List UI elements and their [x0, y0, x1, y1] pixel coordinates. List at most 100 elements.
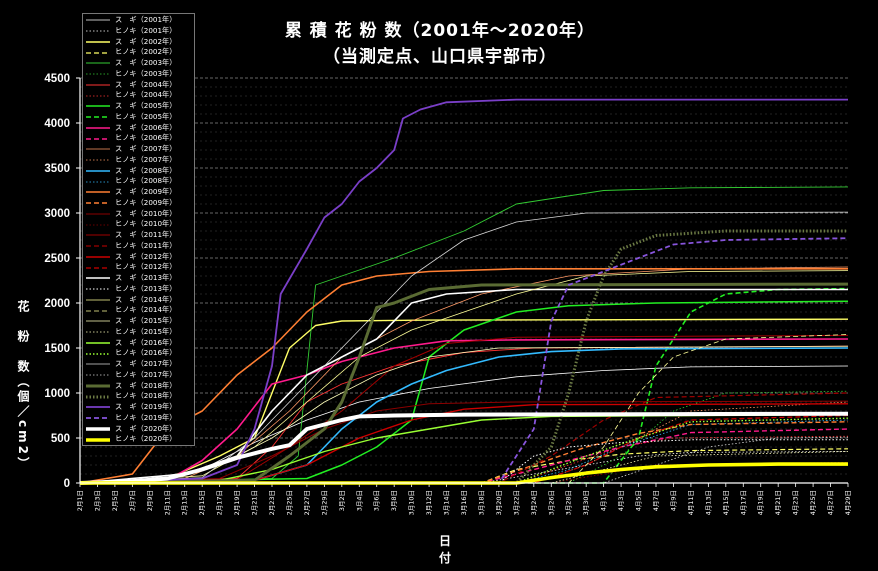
- legend-item: ス ギ（2009年）: [85, 187, 194, 198]
- y-tick-label: 3500: [44, 163, 70, 175]
- legend-item: ヒノキ（2009年）: [85, 198, 194, 209]
- x-tick-label: 2月25日: [285, 490, 293, 515]
- legend-item: ス ギ（2019年）: [85, 402, 194, 413]
- legend-label: ス ギ（2014年）: [115, 294, 177, 304]
- y-tick-label: 4500: [44, 73, 70, 85]
- legend-item: ス ギ（2005年）: [85, 101, 194, 112]
- legend-swatch: [86, 374, 110, 376]
- series-lines: [79, 98, 849, 485]
- legend-label: ス ギ（2004年）: [115, 79, 177, 89]
- legend-item: ヒノキ（2005年）: [85, 112, 194, 123]
- series-line-7: [80, 435, 849, 484]
- series-line-32: [79, 211, 849, 484]
- y-tick-label: 500: [51, 433, 70, 445]
- legend-item: ヒノキ（2019年）: [85, 413, 194, 424]
- legend-swatch: [86, 148, 110, 150]
- x-tick-label: 3月18日: [477, 490, 485, 515]
- x-tick-label: 4月9日: [669, 490, 677, 511]
- x-tick-label: 2月3日: [93, 490, 101, 511]
- x-tick-label: 4月17日: [739, 490, 747, 515]
- legend-swatch: [86, 116, 110, 118]
- x-tick-label: 2月7日: [128, 490, 136, 511]
- x-tick-label: 3月28日: [565, 490, 573, 515]
- series-line-33: [80, 436, 849, 484]
- legend-label: ス ギ（2005年）: [115, 101, 177, 110]
- legend-item: ス ギ（2003年）: [85, 58, 194, 69]
- legend-swatch: [86, 181, 110, 183]
- legend-label: ヒノキ（2018年）: [115, 391, 177, 401]
- legend-item: ヒノキ（2008年）: [85, 176, 194, 187]
- plot-area: [80, 78, 848, 483]
- x-tick-label: 3月30日: [582, 490, 590, 515]
- legend-item: ヒノキ（2004年）: [85, 90, 194, 101]
- legend-item: ヒノキ（2015年）: [85, 327, 194, 338]
- legend-label: ヒノキ（2009年）: [115, 197, 177, 207]
- x-tick-labels: 2月1日 2月3日 2月5日 2月7日 2月9日 2月11日 2月13日 2月15日 2月17日…: [76, 483, 852, 515]
- legend-label: ス ギ（2011年）: [115, 230, 177, 239]
- legend-label: ス ギ（2007年）: [115, 144, 177, 153]
- legend-item: ヒノキ（2014年）: [85, 305, 194, 316]
- legend-label: ス ギ（2001年）: [115, 15, 177, 24]
- legend-item: ス ギ（2018年）: [85, 381, 194, 392]
- series-line-15: [80, 419, 849, 484]
- x-tick-label: 3月6日: [373, 490, 381, 511]
- x-tick-label: 2月29日: [320, 490, 328, 515]
- legend-swatch: [86, 267, 110, 269]
- legend-swatch: [86, 277, 110, 280]
- legend-swatch: [86, 105, 110, 108]
- x-tick-label: 4月25日: [809, 490, 817, 515]
- legend-swatch: [86, 234, 110, 236]
- legend: ス ギ（2001年） ヒノキ（2001年）ス ギ（2002年） ヒノキ（2002年）…: [82, 13, 195, 446]
- x-tick-label: 2月1日: [76, 490, 84, 511]
- legend-item: ス ギ（2002年）: [85, 37, 194, 48]
- x-tick-label: 3月16日: [460, 490, 468, 515]
- legend-swatch: [86, 95, 110, 97]
- legend-label: ヒノキ（2001年）: [115, 25, 177, 35]
- legend-label: ヒノキ（2011年）: [115, 240, 177, 250]
- legend-item: ス ギ（2004年）: [85, 80, 194, 91]
- legend-swatch: [86, 202, 110, 204]
- legend-item: ヒノキ（2007年）: [85, 155, 194, 166]
- x-tick-label: 4月7日: [652, 490, 660, 511]
- x-tick-label: 4月29日: [844, 490, 852, 515]
- series-line-20: [79, 334, 849, 484]
- x-tick-label: 4月1日: [600, 490, 608, 511]
- legend-swatch: [86, 127, 110, 129]
- x-tick-label: 2月11日: [163, 490, 171, 515]
- legend-item: ヒノキ（2012年）: [85, 262, 194, 273]
- legend-swatch: [86, 159, 110, 161]
- legend-swatch: [86, 299, 110, 301]
- legend-item: ヒノキ（2013年）: [85, 284, 194, 295]
- x-tick-label: 2月15日: [198, 490, 206, 515]
- legend-label: ヒノキ（2020年）: [115, 434, 177, 444]
- y-tick-label: 4000: [44, 118, 70, 130]
- y-tick-label: 0: [64, 478, 70, 490]
- legend-label: ヒノキ（2017年）: [115, 369, 177, 379]
- x-tick-label: 4月5日: [635, 490, 643, 511]
- x-tick-label: 4月11日: [687, 490, 695, 515]
- x-tick-label: 4月27日: [827, 490, 835, 515]
- legend-item: ス ギ（2017年）: [85, 359, 194, 370]
- series-line-39: [80, 462, 848, 485]
- x-tick-label: 2月27日: [303, 490, 311, 515]
- legend-label: ス ギ（2012年）: [115, 251, 177, 261]
- legend-label: ヒノキ（2014年）: [115, 305, 177, 315]
- legend-swatch: [86, 30, 110, 32]
- x-tick-label: 2月21日: [251, 490, 259, 515]
- x-tick-label: 3月20日: [495, 490, 503, 515]
- legend-label: ヒノキ（2005年）: [115, 111, 177, 121]
- x-tick-label: 4月13日: [704, 490, 712, 515]
- legend-item: ヒノキ（2018年）: [85, 391, 194, 402]
- legend-swatch: [86, 331, 110, 333]
- x-axis-label: 日 付: [438, 534, 484, 565]
- y-tick-label: 1000: [44, 388, 70, 400]
- legend-label: ス ギ（2013年）: [115, 273, 177, 282]
- chart-subtitle: （当測定点、山口県宇部市）: [323, 47, 557, 67]
- legend-swatch: [86, 384, 110, 388]
- x-tick-label: 3月12日: [425, 490, 433, 515]
- legend-item: ヒノキ（2001年）: [85, 26, 194, 37]
- x-tick-label: 4月3日: [617, 490, 625, 511]
- legend-label: ヒノキ（2003年）: [115, 68, 177, 78]
- legend-label: ス ギ（2017年）: [115, 359, 177, 368]
- legend-swatch: [86, 288, 110, 290]
